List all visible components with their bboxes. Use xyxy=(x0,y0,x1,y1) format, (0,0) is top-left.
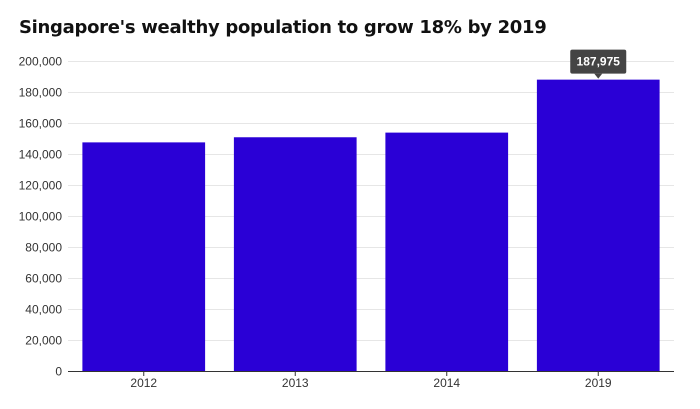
y-tick-label: 100,000 xyxy=(19,210,63,224)
value-tooltip: 187,975 xyxy=(570,49,627,79)
x-tick-label: 2019 xyxy=(585,376,612,390)
tooltip-box xyxy=(570,49,627,74)
y-tick-label: 20,000 xyxy=(25,334,62,348)
bar-2019[interactable] xyxy=(536,79,660,372)
bar-2012[interactable] xyxy=(82,142,206,371)
y-tick-label: 200,000 xyxy=(19,55,63,69)
y-tick-label: 60,000 xyxy=(25,272,62,286)
bar-2013[interactable] xyxy=(233,137,357,371)
y-axis-tick-labels: 0 20,000 40,000 60,000 80,000 100,000 120,000 1… xyxy=(19,55,63,379)
x-tick-label: 2013 xyxy=(282,376,309,390)
bar-2014[interactable] xyxy=(385,132,509,371)
y-tick-label: 160,000 xyxy=(19,117,63,131)
y-tick-label: 0 xyxy=(55,365,62,379)
x-axis-tick-labels: 2012 2013 2014 2019 xyxy=(130,376,612,390)
x-axis xyxy=(68,371,674,376)
y-tick-label: 80,000 xyxy=(25,241,62,255)
y-tick-label: 120,000 xyxy=(19,179,63,193)
y-tick-label: 140,000 xyxy=(19,148,63,162)
y-tick-label: 40,000 xyxy=(25,303,62,317)
x-tick-label: 2012 xyxy=(130,376,157,390)
chart-title: Singapore's wealthy population to grow 1… xyxy=(19,17,547,38)
bars xyxy=(82,79,660,372)
tooltip-pointer xyxy=(594,73,603,79)
y-tick-label: 180,000 xyxy=(19,86,63,100)
x-tick-label: 2014 xyxy=(433,376,460,390)
annotations: 187,975 xyxy=(570,49,627,79)
tooltip-value-label: 187,975 xyxy=(577,55,621,69)
